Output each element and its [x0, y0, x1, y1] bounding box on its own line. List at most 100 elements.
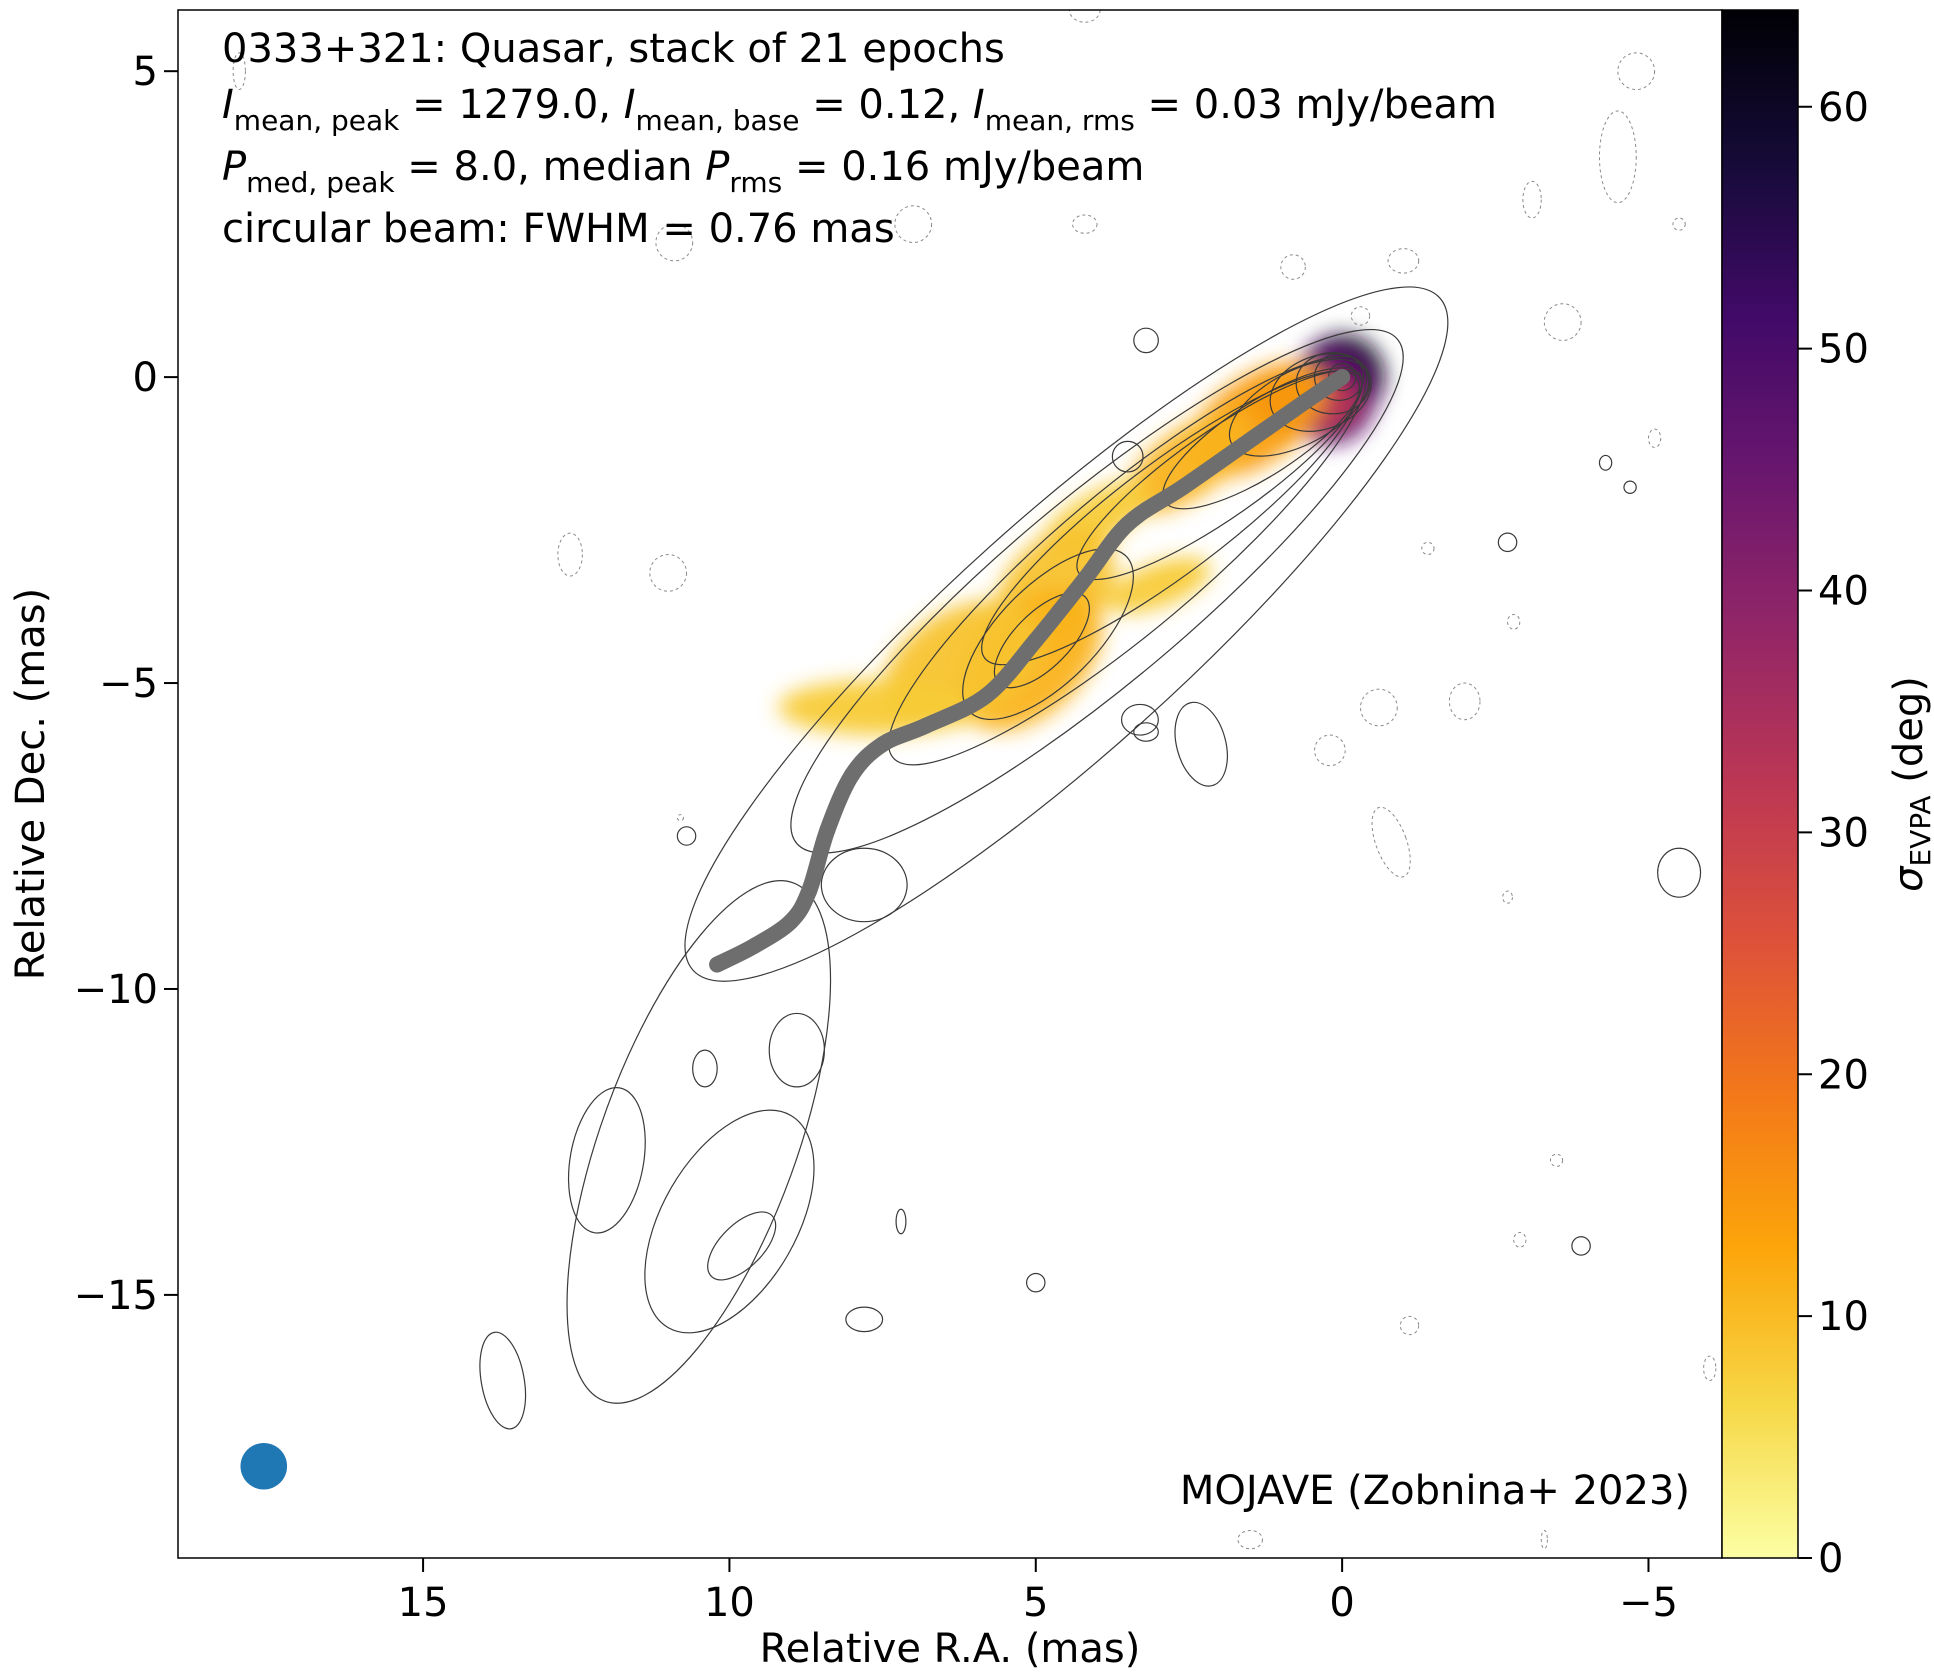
contour-positive — [1174, 701, 1228, 787]
contour-negative — [1387, 248, 1420, 274]
x-axis-ticks: 15 10 5 0 −5 — [398, 1558, 1678, 1626]
y-axis-label: Relative Dec. (mas) — [8, 588, 54, 980]
colorbar-tick-label: 20 — [1818, 1052, 1869, 1098]
ridge-point — [843, 766, 860, 783]
x-axis-label: Relative R.A. (mas) — [760, 1626, 1141, 1672]
contour-positive — [566, 880, 832, 1404]
contour-positive — [1269, 352, 1372, 432]
contour-positive — [1111, 440, 1144, 473]
contour-positive — [1571, 1236, 1591, 1256]
contour-positive — [1133, 722, 1159, 742]
info-line-part: rms — [729, 166, 782, 199]
contour-negative — [232, 52, 246, 91]
info-line-part: mean, peak — [234, 104, 400, 137]
contour-positive — [692, 1049, 718, 1088]
contour-negative — [1513, 1231, 1527, 1248]
contour-positive — [1133, 327, 1159, 354]
y-tick-label: −15 — [74, 1273, 158, 1319]
contour-positive — [479, 1331, 527, 1430]
contour-negative — [649, 554, 688, 592]
ridge-point — [874, 736, 891, 753]
ridge-point — [709, 956, 726, 973]
polarization-patch — [1105, 557, 1211, 613]
contour-negative — [1549, 1153, 1564, 1167]
contour-positive — [1598, 454, 1613, 471]
contour-negative — [1703, 1355, 1717, 1382]
info-line-part: = 0.16 mJy/beam — [782, 144, 1144, 190]
contour-negative — [1647, 428, 1662, 448]
ridge-point — [819, 821, 836, 838]
colorbar-tick-label: 10 — [1818, 1294, 1869, 1340]
colorbar — [1722, 10, 1798, 1558]
ridge-point — [745, 938, 762, 955]
info-line: Imean, peak = 1279.0, Imean, base = 0.12… — [222, 82, 1497, 137]
info-line-part: = 8.0, median — [395, 144, 706, 190]
contour-negative — [1237, 1529, 1263, 1550]
contour-positive — [1313, 353, 1365, 401]
beam-marker — [240, 1442, 288, 1490]
contour-negative — [1672, 217, 1686, 231]
contour-negative — [1448, 682, 1481, 721]
contour-positive — [1623, 480, 1637, 494]
ridge-point — [1297, 393, 1314, 410]
ridge-point — [1334, 369, 1351, 386]
x-tick-label: 15 — [398, 1580, 449, 1626]
intensity-contours — [232, 10, 1717, 1550]
ridge-point — [917, 717, 934, 734]
colorbar-tick-label: 50 — [1818, 327, 1869, 373]
colorbar-label-unit: (deg) — [1886, 676, 1932, 795]
contour-positive — [644, 1109, 815, 1334]
contour-negative — [894, 205, 933, 244]
info-line-part: mean, base — [636, 104, 800, 137]
ridge-line — [709, 369, 1351, 973]
info-line: Pmed, peak = 8.0, median Prms = 0.16 mJy… — [222, 144, 1144, 199]
credit-text: MOJAVE (Zobnina+ 2023) — [1180, 1468, 1690, 1514]
contour-positive — [845, 1306, 884, 1333]
contour-negative — [676, 814, 684, 822]
contour-negative — [1522, 180, 1542, 219]
contour-positive — [567, 1087, 646, 1234]
contour-negative — [1399, 1315, 1420, 1336]
polarization-patch — [1125, 412, 1253, 514]
colorbar-tick-label: 30 — [1818, 810, 1869, 856]
info-line-part: = 0.12, — [799, 82, 972, 128]
contour-negative — [1371, 806, 1411, 878]
info-line-part: P — [222, 144, 247, 190]
plot-background — [178, 10, 1722, 1558]
info-line: circular beam: FWHM = 0.76 mas — [222, 206, 895, 252]
colorbar-label-symbol: σ — [1886, 865, 1932, 892]
ridge-point — [1119, 515, 1136, 532]
ridge-point — [1236, 436, 1253, 453]
info-lines: Imean, peak = 1279.0, Imean, base = 0.12… — [222, 82, 1497, 252]
colorbar-label-sub: EVPA — [1904, 795, 1934, 866]
chart-title: 0333+321: Quasar, stack of 21 epochs — [222, 26, 1005, 72]
polarization-patch — [778, 679, 975, 736]
contour-positive — [676, 826, 697, 846]
contour-negative — [1507, 614, 1521, 630]
info-line-part: = 0.03 mJy/beam — [1135, 82, 1497, 128]
contour-positive — [1497, 532, 1518, 553]
info-line-part: I — [973, 82, 985, 128]
contour-positive — [895, 1208, 907, 1235]
contour-positive — [981, 370, 1361, 666]
contour-negative — [1072, 214, 1098, 234]
y-tick-label: 0 — [133, 355, 158, 401]
contour-negative — [1598, 110, 1637, 204]
contour-positive — [707, 1211, 777, 1281]
contour-negative — [1543, 303, 1582, 341]
y-tick-label: −10 — [74, 967, 158, 1013]
plot-area — [232, 10, 1717, 1550]
info-line-part: I — [624, 82, 636, 128]
info-line-part: I — [222, 82, 234, 128]
contour-negative — [1360, 688, 1398, 727]
x-tick-label: 0 — [1329, 1580, 1354, 1626]
colorbar-tick-label: 0 — [1818, 1536, 1843, 1582]
colorbar-frame — [1721, 9, 1799, 1559]
colorbar-label: σEVPA (deg) — [1886, 676, 1934, 892]
contour-positive — [1295, 352, 1371, 415]
contour-negative — [655, 223, 694, 262]
info-line-part: med, peak — [246, 166, 395, 199]
x-tick-label: 10 — [704, 1580, 755, 1626]
y-tick-label: 5 — [133, 49, 158, 95]
ridge-point — [782, 913, 799, 930]
